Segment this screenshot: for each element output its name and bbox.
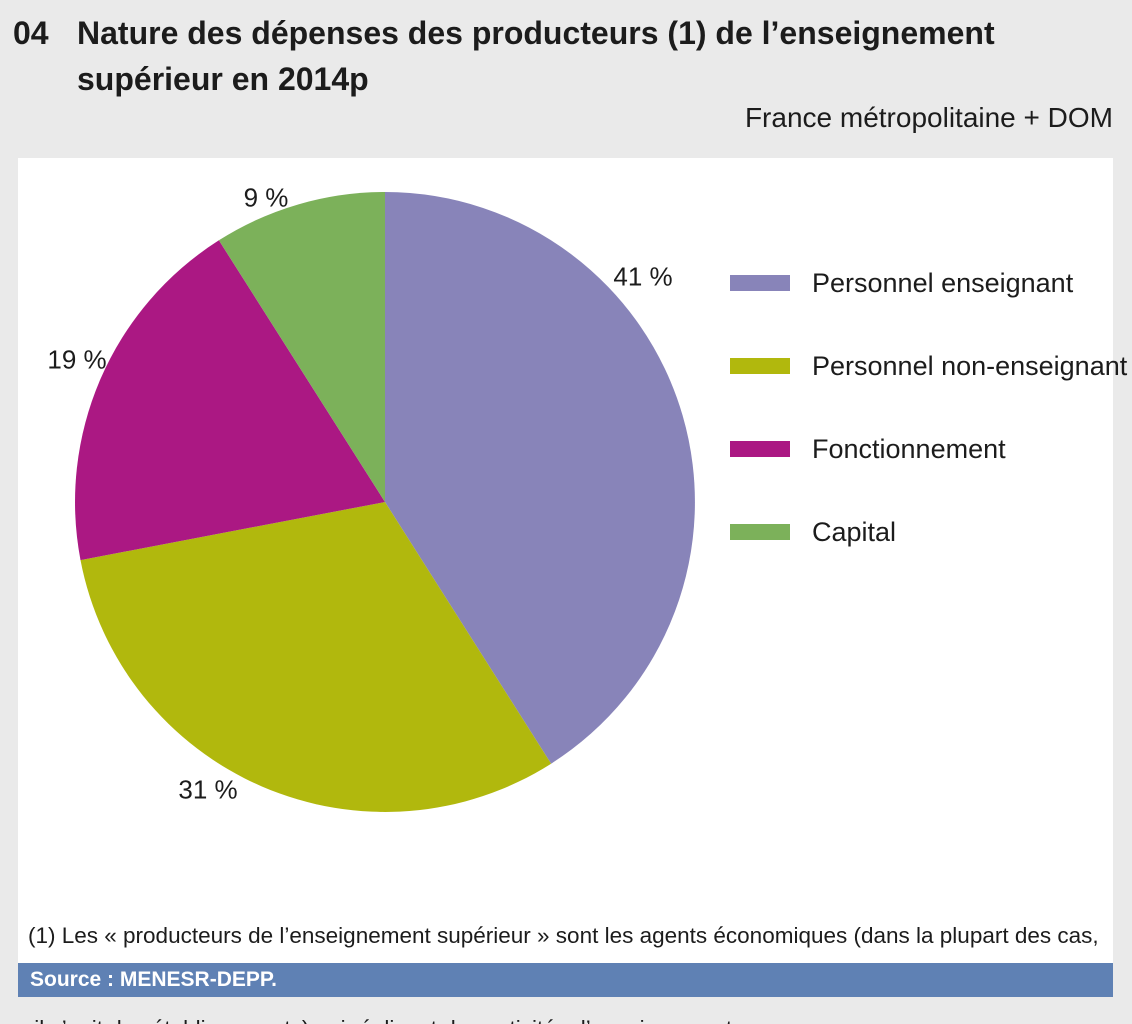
pie-label-personnel-non-enseignant: 31 % (178, 774, 238, 805)
chart-panel: 41 % 31 % 19 % 9 % Personnel enseignant … (18, 158, 1127, 1024)
figure-title-line2: supérieur en 2014p (77, 61, 369, 97)
legend-item-personnel-non-enseignant: Personnel non-enseignant (730, 350, 1128, 381)
region-scope-note: France métropolitaine + DOM (744, 102, 1113, 133)
footnote-line2: il s’agit des établissements) qui réalis… (28, 1013, 1103, 1024)
legend-swatch-capital (730, 524, 790, 540)
pie-slice-personnel-non-enseignant (80, 502, 552, 812)
pie-chart (75, 192, 695, 812)
legend-swatch-fonctionnement (730, 441, 790, 457)
pie-slice-personnel-enseignant (385, 192, 695, 764)
footnote-line1: (1) Les « producteurs de l’enseignement … (28, 923, 1099, 948)
pie-slice-capital (218, 192, 385, 502)
legend-item-fonctionnement: Fonctionnement (730, 433, 1127, 464)
legend-item-capital: Capital (730, 516, 1127, 547)
legend-swatch-personnel-non-enseignant (730, 358, 790, 374)
legend-item-personnel-enseignant: Personnel enseignant (730, 267, 1127, 298)
pie-slice-fonctionnement (75, 240, 385, 561)
pie-label-fonctionnement: 19 % (47, 344, 107, 375)
figure-title: Nature des dépenses des producteurs (1) … (77, 10, 995, 102)
legend-label-personnel-non-enseignant: Personnel non-enseignant (812, 350, 1128, 381)
legend-label-fonctionnement: Fonctionnement (812, 433, 1006, 464)
figure-title-line1: Nature des dépenses des producteurs (1) … (77, 15, 995, 51)
pie-label-personnel-enseignant: 41 % (613, 261, 673, 292)
legend-label-capital: Capital (812, 516, 897, 547)
legend-swatch-personnel-enseignant (730, 275, 790, 291)
source-bar: Source : MENESR-DEPP. (18, 963, 1113, 997)
figure-number: 04 (13, 15, 49, 51)
legend-label-personnel-enseignant: Personnel enseignant (812, 267, 1074, 298)
source-text: Source : MENESR-DEPP. (30, 968, 278, 991)
legend: Personnel enseignant Personnel non-ensei… (730, 267, 1128, 547)
pie-label-capital: 9 % (243, 182, 289, 213)
footnotes: (1) Les « producteurs de l’enseignement … (28, 858, 1103, 1024)
